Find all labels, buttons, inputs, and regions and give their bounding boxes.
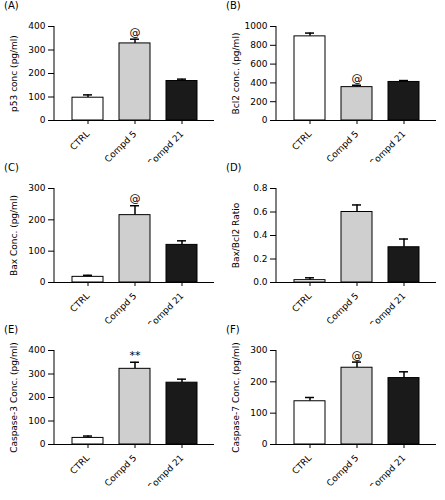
svg-text:Compd 21: Compd 21 (146, 453, 186, 486)
svg-text:100: 100 (28, 246, 45, 256)
html-text:(B): (B) (226, 0, 241, 11)
svg-text:100: 100 (28, 416, 45, 426)
svg-text:200: 200 (250, 97, 267, 107)
svg-text:**: ** (130, 349, 142, 362)
svg-text:Compd 5: Compd 5 (103, 129, 139, 162)
svg-text:Compd 5: Compd 5 (325, 453, 361, 486)
svg-text:p53 conc (pg/ml): p53 conc (pg/ml) (9, 35, 19, 112)
svg-text:300: 300 (28, 183, 45, 193)
svg-text:Compd 21: Compd 21 (368, 129, 408, 162)
svg-text:Compd 5: Compd 5 (325, 291, 361, 324)
svg-text:Compd 21: Compd 21 (146, 291, 186, 324)
svg-text:100: 100 (250, 408, 267, 418)
svg-text:@: @ (130, 192, 141, 205)
svg-text:400: 400 (250, 78, 267, 88)
svg-text:200: 200 (28, 392, 45, 402)
svg-text:Compd 21: Compd 21 (146, 129, 186, 162)
svg-text:0: 0 (40, 439, 46, 449)
svg-text:200: 200 (28, 68, 45, 78)
svg-text:300: 300 (28, 369, 45, 379)
svg-text:Bax Conc. (pg/ml): Bax Conc. (pg/ml) (9, 195, 19, 276)
svg-text:@: @ (352, 72, 363, 85)
svg-text:0.4: 0.4 (253, 230, 268, 240)
svg-text:Caspase-3 Conc. (pg/ml): Caspase-3 Conc. (pg/ml) (9, 342, 19, 453)
svg-text:800: 800 (250, 40, 267, 50)
svg-text:Compd 21: Compd 21 (368, 453, 408, 486)
svg-text:600: 600 (250, 59, 267, 69)
svg-text:0: 0 (262, 115, 268, 125)
svg-text:Caspase-7 Conc. (pg/ml): Caspase-7 Conc. (pg/ml) (231, 342, 241, 453)
html-text:(D): (D) (226, 162, 242, 173)
svg-text:1000: 1000 (245, 21, 268, 31)
svg-text:0: 0 (40, 115, 46, 125)
svg-text:0: 0 (262, 439, 268, 449)
svg-text:400: 400 (28, 345, 45, 355)
svg-text:100: 100 (28, 92, 45, 102)
svg-text:@: @ (352, 349, 363, 362)
svg-text:Compd 5: Compd 5 (325, 129, 361, 162)
svg-text:200: 200 (28, 215, 45, 225)
svg-text:0.8: 0.8 (253, 183, 268, 193)
svg-text:CTRL: CTRL (290, 453, 313, 476)
html-text:(F): (F) (226, 324, 240, 335)
svg-text:Compd 21: Compd 21 (368, 291, 408, 324)
svg-text:Bax/Bcl2 Ratio: Bax/Bcl2 Ratio (231, 202, 241, 268)
svg-text:CTRL: CTRL (290, 291, 313, 314)
svg-text:CTRL: CTRL (68, 129, 91, 152)
svg-text:300: 300 (28, 45, 45, 55)
html-text:(A): (A) (4, 0, 19, 11)
svg-text:0: 0 (40, 277, 46, 287)
svg-text:CTRL: CTRL (68, 291, 91, 314)
svg-text:200: 200 (250, 377, 267, 387)
svg-text:CTRL: CTRL (290, 129, 313, 152)
svg-text:0.0: 0.0 (253, 277, 268, 287)
svg-text:300: 300 (250, 345, 267, 355)
svg-text:0.2: 0.2 (253, 254, 267, 264)
html-text:(E): (E) (4, 324, 19, 335)
svg-text:Compd 5: Compd 5 (103, 291, 139, 324)
svg-text:CTRL: CTRL (68, 453, 91, 476)
svg-text:400: 400 (28, 21, 45, 31)
svg-text:Compd 5: Compd 5 (103, 453, 139, 486)
svg-text:Bcl2 conc. (pg/ml): Bcl2 conc. (pg/ml) (231, 33, 241, 115)
svg-text:@: @ (130, 26, 141, 39)
svg-text:0.6: 0.6 (253, 207, 268, 217)
html-text:(C): (C) (4, 162, 19, 173)
